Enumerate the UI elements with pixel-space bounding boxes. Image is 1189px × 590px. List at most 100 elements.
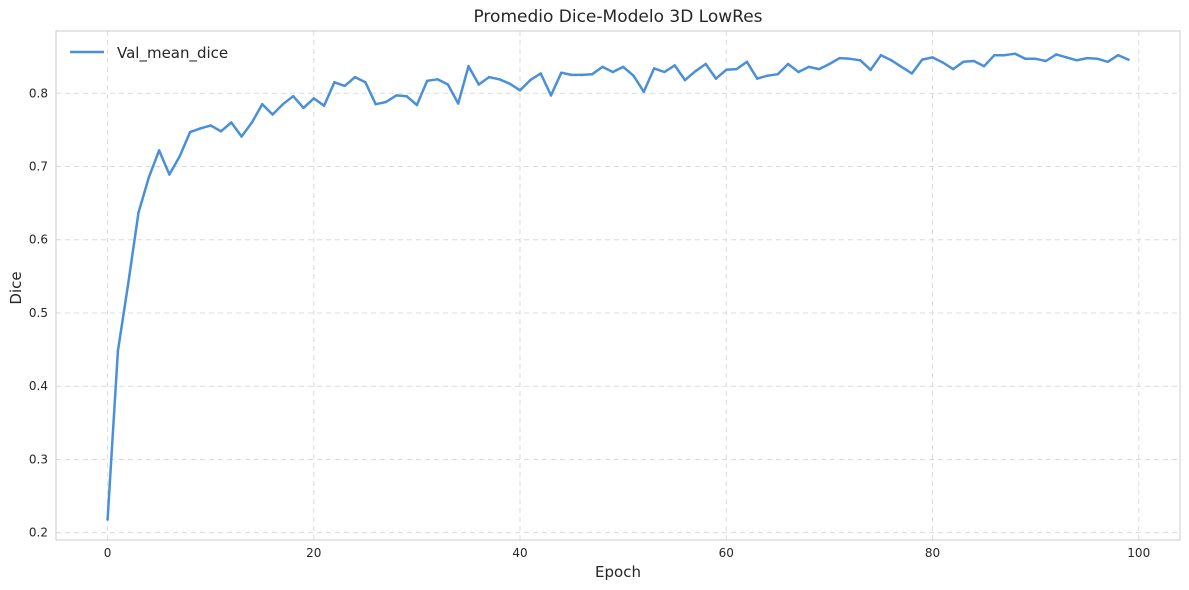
data-point: [405, 94, 408, 98]
data-point: [910, 72, 914, 75]
data-point: [168, 173, 171, 176]
data-point: [487, 75, 491, 79]
data-point: [570, 73, 573, 77]
data-point: [147, 176, 151, 179]
data-point: [797, 70, 800, 74]
data-point: [446, 83, 450, 86]
data-point: [786, 62, 790, 66]
data-point: [333, 81, 336, 84]
data-point: [817, 67, 821, 71]
x-tick-label: 0: [104, 546, 112, 560]
data-point: [1003, 53, 1006, 57]
data-point: [879, 53, 883, 57]
data-point: [467, 64, 470, 68]
data-point: [199, 127, 202, 130]
x-tick-label: 20: [306, 546, 321, 560]
data-point: [601, 65, 604, 69]
y-tick-label: 0.2: [29, 526, 48, 540]
x-tick-label: 60: [719, 546, 734, 560]
data-point: [1024, 57, 1027, 61]
data-point: [755, 77, 759, 80]
data-point: [890, 59, 893, 62]
data-point: [869, 68, 872, 72]
data-point: [663, 70, 666, 74]
data-point: [281, 102, 285, 106]
legend: Val_mean_dice: [70, 44, 228, 63]
y-tick-label: 0.3: [29, 452, 48, 466]
data-point: [931, 56, 934, 59]
x-axis-label: Epoch: [595, 563, 641, 581]
data-point: [1127, 58, 1130, 61]
data-point: [456, 102, 460, 105]
chart-title: Promedio Dice-Modelo 3D LowRes: [473, 7, 762, 27]
data-point: [302, 106, 305, 110]
data-point: [632, 74, 635, 77]
data-point: [900, 65, 903, 69]
data-point: [714, 77, 718, 80]
series-layer: [106, 52, 1130, 521]
plot-frame: [55, 30, 1181, 541]
y-tick-labels: 0.2 0.3 0.4 0.5 0.6 0.7 0.8: [29, 86, 48, 539]
data-point: [415, 103, 419, 107]
series-line-val-mean-dice: [106, 52, 1130, 521]
x-tick-label: 100: [1127, 546, 1150, 560]
data-point: [1013, 52, 1017, 55]
data-point: [322, 104, 326, 107]
data-point: [549, 94, 553, 97]
y-tick-label: 0.7: [29, 159, 48, 173]
data-point: [395, 94, 398, 97]
data-point: [436, 78, 439, 81]
data-point: [611, 70, 615, 74]
data-point: [116, 349, 120, 353]
data-point: [291, 94, 295, 98]
data-point: [993, 53, 996, 57]
data-point: [838, 56, 841, 60]
data-point: [848, 57, 852, 61]
data-point: [343, 84, 346, 88]
data-point: [230, 121, 233, 124]
data-point: [642, 90, 646, 94]
data-point: [941, 61, 945, 64]
data-point: [539, 72, 542, 75]
data-point: [735, 67, 738, 71]
data-point: [652, 67, 656, 70]
data-point: [776, 72, 780, 76]
x-tick-labels: 0 20 40 60 80 100: [104, 546, 1150, 560]
data-point: [590, 72, 594, 76]
data-point: [240, 135, 243, 138]
data-point: [920, 58, 924, 61]
data-point: [508, 82, 511, 85]
y-tick-label: 0.5: [29, 306, 48, 320]
y-tick-label: 0.6: [29, 233, 48, 247]
data-point: [1075, 59, 1079, 62]
data-point: [951, 67, 955, 71]
data-point: [353, 75, 357, 79]
data-point: [1034, 57, 1037, 61]
data-point: [683, 78, 687, 82]
data-point: [137, 211, 140, 214]
data-point: [271, 113, 274, 116]
data-point: [188, 130, 192, 134]
data-point: [694, 70, 697, 73]
legend-entry: Val_mean_dice: [117, 44, 228, 63]
y-axis-label: Dice: [7, 271, 25, 304]
data-point: [1116, 53, 1120, 57]
data-point: [725, 68, 728, 72]
data-point: [1085, 56, 1089, 60]
data-point: [312, 97, 316, 100]
data-point: [260, 102, 264, 106]
data-point: [529, 78, 532, 82]
data-point: [498, 78, 501, 81]
data-point: [1065, 56, 1068, 59]
data-point: [384, 100, 388, 104]
data-point: [704, 62, 707, 66]
data-point: [766, 74, 769, 77]
data-point: [374, 102, 377, 106]
data-point: [982, 64, 986, 68]
data-point: [1106, 60, 1110, 64]
data-point: [219, 130, 223, 133]
data-point: [962, 60, 965, 64]
data-point: [477, 83, 481, 86]
data-point: [209, 124, 212, 127]
